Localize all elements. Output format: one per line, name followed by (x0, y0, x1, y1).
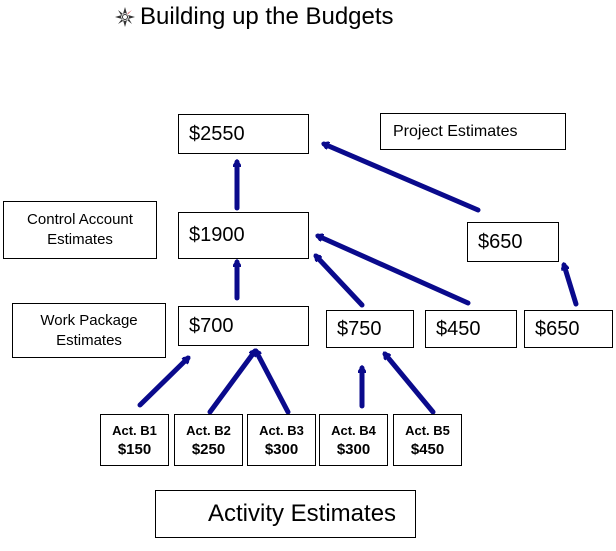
activity-box-5: Act. B5 $450 (393, 414, 462, 466)
activity-name-1: Act. B1 (112, 422, 157, 438)
work-package-box-1: $700 (178, 306, 309, 346)
activity-estimates-label-box: Activity Estimates (155, 490, 416, 538)
work-package-amount-2: $750 (337, 317, 382, 340)
project-estimates-label: Project Estimates (393, 122, 518, 140)
control-account-label: Control Account Estimates (27, 211, 133, 248)
work-package-amount-4: $650 (535, 317, 580, 340)
side-control-account-amount: $650 (478, 230, 523, 253)
title-text: Building up the Budgets (140, 3, 394, 30)
slide-title: Building up the Budgets (114, 2, 394, 32)
control-account-amount: $1900 (189, 224, 245, 246)
activity-name-5: Act. B5 (405, 422, 450, 438)
arrow-b2-to-wp700 (207, 351, 258, 415)
arrow-side-to-project (324, 144, 481, 213)
work-package-label: Work Package Estimates (40, 311, 138, 349)
work-package-box-2: $750 (326, 310, 414, 348)
control-account-label-box: Control Account Estimates (3, 201, 157, 259)
company-logo-icon (115, 7, 135, 27)
work-package-box-3: $450 (425, 310, 517, 348)
activity-value-5: $450 (410, 440, 445, 458)
arrow-b3-to-wp700 (253, 351, 291, 415)
arrow-wp650-to-side (564, 265, 579, 307)
arrow-wp450-to-ca (318, 236, 471, 306)
arrow-b1-to-wp700 (137, 355, 191, 408)
activity-box-3: Act. B3 $300 (247, 414, 316, 466)
arrow-wp750-to-ca (313, 253, 365, 308)
work-package-box-4: $650 (524, 310, 613, 348)
activity-name-2: Act. B2 (186, 422, 231, 438)
project-estimate-box: $2550 (178, 114, 309, 154)
work-package-amount-1: $700 (189, 314, 234, 337)
project-estimates-label-box: Project Estimates (380, 113, 566, 150)
arrow-b5-to-wp750 (382, 354, 436, 415)
activity-value-4: $300 (336, 440, 371, 458)
activity-name-3: Act. B3 (259, 422, 304, 438)
activity-value-2: $250 (191, 440, 226, 458)
activity-box-2: Act. B2 $250 (174, 414, 243, 466)
work-package-label-box: Work Package Estimates (12, 303, 166, 358)
control-account-estimate-box: $1900 (178, 212, 309, 259)
activity-name-4: Act. B4 (331, 422, 376, 438)
activity-box-1: Act. B1 $150 (100, 414, 169, 466)
side-control-account-box: $650 (467, 222, 559, 262)
project-amount: $2550 (189, 122, 245, 145)
activity-box-4: Act. B4 $300 (319, 414, 388, 466)
activity-value-3: $300 (264, 440, 299, 458)
activity-value-1: $150 (117, 440, 152, 458)
work-package-amount-3: $450 (436, 317, 481, 340)
activity-estimates-label: Activity Estimates (208, 500, 397, 527)
